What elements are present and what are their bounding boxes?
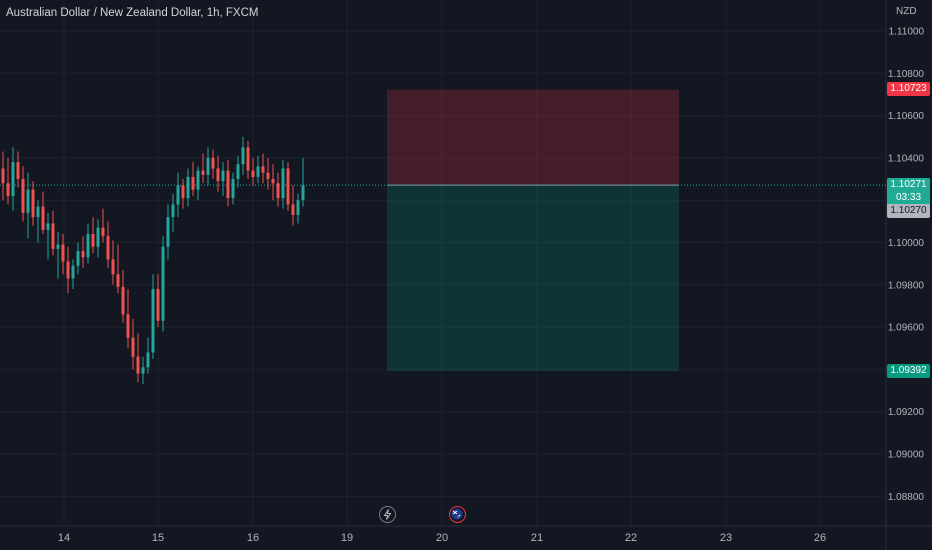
flag-icon <box>451 508 463 520</box>
candle-body <box>71 265 75 279</box>
price-axis-label: 1.11000 <box>889 27 925 38</box>
candle-body <box>266 172 270 180</box>
candle-body <box>176 185 180 205</box>
candle-body <box>116 274 120 287</box>
candle-body <box>26 189 30 213</box>
candle-body <box>236 164 240 180</box>
take-profit-tag: 1.09392 <box>887 364 930 378</box>
price-axis-label: 1.09600 <box>888 323 925 334</box>
candle-body <box>46 223 50 230</box>
candle-body <box>261 166 265 173</box>
candle-body <box>231 179 235 199</box>
candle-body <box>66 261 70 279</box>
date-axis-label: 22 <box>625 532 637 544</box>
date-axis-label: 20 <box>436 532 448 544</box>
candle-body <box>146 352 150 368</box>
candle-body <box>206 157 210 175</box>
candle-body <box>111 259 115 275</box>
date-axis-label: 21 <box>531 532 543 544</box>
candle-body <box>61 244 65 262</box>
date-axis-label: 15 <box>152 532 164 544</box>
take-profit-zone <box>387 185 679 372</box>
candle-body <box>36 206 40 218</box>
date-axis-label: 26 <box>814 532 826 544</box>
candle-body <box>76 250 80 266</box>
candle-body <box>151 289 155 353</box>
candle-body <box>136 356 140 374</box>
price-axis-label: 1.10800 <box>888 69 925 80</box>
date-axis-label: 23 <box>720 532 732 544</box>
candle-body <box>201 170 205 175</box>
candle-body <box>241 147 245 165</box>
candle-body <box>121 286 125 315</box>
candle-body <box>281 168 285 199</box>
current-price-value: 1.10271 <box>890 179 927 190</box>
candle-body <box>251 170 255 177</box>
candle-body <box>141 367 145 374</box>
candle-body <box>246 147 250 171</box>
stop-loss-tag: 1.10723 <box>887 82 930 96</box>
candle-body <box>286 168 290 205</box>
currency-label: NZD <box>896 6 917 17</box>
candle-body <box>276 183 280 199</box>
candle-body <box>126 314 130 338</box>
candle-body <box>301 185 305 201</box>
lightning-icon <box>383 509 392 520</box>
candle-body <box>296 200 300 216</box>
candle-body <box>31 189 35 218</box>
stop-loss-zone <box>387 89 679 186</box>
candle-body <box>291 204 295 216</box>
symbol-title[interactable]: Australian Dollar / New Zealand Dollar, … <box>6 7 259 19</box>
candle-body <box>41 206 45 230</box>
candle-body <box>11 162 15 196</box>
price-axis-label: 1.09000 <box>888 450 925 461</box>
economic-event-icon[interactable] <box>379 506 396 523</box>
candle-body <box>101 227 105 237</box>
candle-body <box>161 246 165 321</box>
candle-body <box>56 244 60 249</box>
candle-body <box>81 250 85 258</box>
candle-body <box>226 170 230 199</box>
candle-body <box>181 185 185 199</box>
candle-body <box>106 236 110 260</box>
candle-body <box>211 157 215 169</box>
candle-body <box>191 176 195 190</box>
price-axis-label: 1.09800 <box>888 280 925 291</box>
candle-body <box>186 176 190 199</box>
bid-price-tag: 1.10270 <box>887 204 930 218</box>
candle-body <box>166 217 170 247</box>
date-axis-label: 14 <box>58 532 70 544</box>
candle-body <box>216 168 220 182</box>
candle-body <box>1 168 5 184</box>
candle-body <box>6 183 10 196</box>
candle-body <box>86 234 90 258</box>
price-axis-label: 1.08800 <box>888 492 925 503</box>
candle-body <box>171 204 175 218</box>
candle-body <box>271 179 275 184</box>
candle-body <box>21 179 25 213</box>
price-axis-label: 1.10400 <box>888 153 925 164</box>
price-axis-label: 1.09200 <box>888 407 925 418</box>
candle-body <box>196 170 200 190</box>
price-axis-label: 1.10000 <box>888 238 925 249</box>
countdown-value: 03:33 <box>895 192 922 203</box>
candle-body <box>221 170 225 182</box>
date-axis-label: 19 <box>341 532 353 544</box>
candle-body <box>156 289 160 321</box>
candle-body <box>96 227 100 247</box>
candle-body <box>91 234 95 247</box>
date-axis-label: 16 <box>247 532 259 544</box>
price-axis-label: 1.10600 <box>888 111 925 122</box>
candle-body <box>51 223 55 249</box>
country-event-icon[interactable] <box>449 506 466 523</box>
candle-body <box>256 166 260 177</box>
candle-body <box>16 162 20 180</box>
candle-body <box>131 337 135 357</box>
current-price-tag: 1.10271 03:33 <box>887 178 930 204</box>
